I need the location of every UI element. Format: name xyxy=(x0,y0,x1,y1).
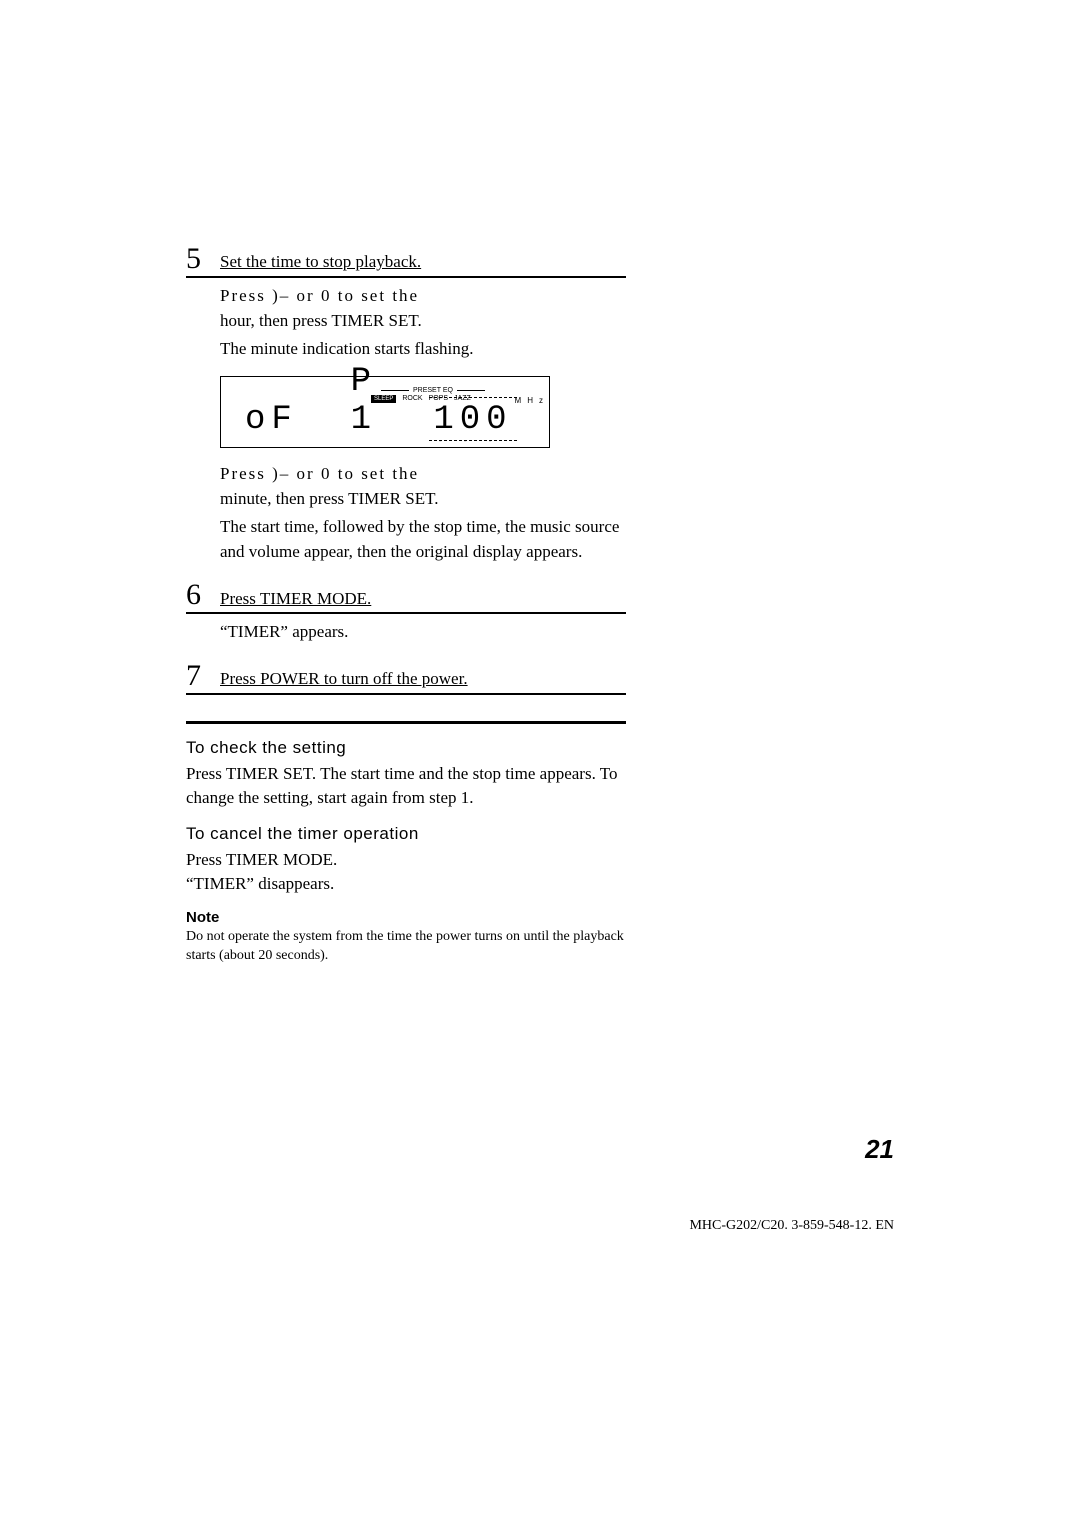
note-section: Note Do not operate the system from the … xyxy=(186,909,626,966)
step-5-body: Press )– or 0 to set the hour, then pres… xyxy=(186,284,626,362)
note-body: Do not operate the system from the time … xyxy=(186,928,626,966)
cancel-section: To cancel the timer operation Press TIME… xyxy=(186,824,626,896)
seg-ticks: - - - xyxy=(439,436,501,445)
cancel-body1: Press TIMER MODE. xyxy=(186,850,337,869)
step-5: 5 Set the time to stop playback. Press )… xyxy=(186,244,626,564)
section-divider xyxy=(186,721,626,724)
footer-text: MHC-G202/C20. 3-859-548-12. EN xyxy=(689,1218,894,1234)
content-column: 5 Set the time to stop playback. Press )… xyxy=(186,244,626,966)
lcd-display: PRESET EQ SLEEP ROCK POPS JAZZ oF P 1 10… xyxy=(220,376,550,448)
step-6-title: Press TIMER MODE. xyxy=(216,587,626,611)
seg-mid: P 1 xyxy=(351,363,407,439)
cancel-body2: “TIMER” disappears. xyxy=(186,874,334,893)
seg-right: 100 xyxy=(433,401,512,439)
step-7: 7 Press POWER to turn off the power. xyxy=(186,661,626,695)
step-5-line3a: Press )– or 0 to set the xyxy=(220,464,419,483)
step-5-body2: Press )– or 0 to set the minute, then pr… xyxy=(186,462,626,565)
seg-mhz: MHz xyxy=(515,396,549,405)
seg-left: oF xyxy=(245,401,298,439)
step-5-line1b: hour, then press TIMER SET. xyxy=(220,311,422,330)
step-6-number: 6 xyxy=(186,580,216,610)
step-5-line4: The start time, followed by the stop tim… xyxy=(220,515,626,564)
step-6: 6 Press TIMER MODE. “TIMER” appears. xyxy=(186,580,626,645)
page: 5 Set the time to stop playback. Press )… xyxy=(0,0,1080,1528)
step-5-line2: The minute indication starts flashing. xyxy=(220,337,626,362)
page-number: 21 xyxy=(865,1134,894,1165)
cancel-body: Press TIMER MODE. “TIMER” disappears. xyxy=(186,848,626,896)
step-5-head: 5 Set the time to stop playback. xyxy=(186,244,626,278)
cancel-heading: To cancel the timer operation xyxy=(186,824,626,844)
check-body: Press TIMER SET. The start time and the … xyxy=(186,762,626,810)
step-5-number: 5 xyxy=(186,244,216,274)
step-5-title: Set the time to stop playback. xyxy=(216,250,626,274)
step-7-title: Press POWER to turn off the power. xyxy=(216,667,626,691)
step-6-head: 6 Press TIMER MODE. xyxy=(186,580,626,614)
step-5-line3b: minute, then press TIMER SET. xyxy=(220,489,438,508)
step-5-line1a: Press )– or 0 to set the xyxy=(220,286,419,305)
step-7-head: 7 Press POWER to turn off the power. xyxy=(186,661,626,695)
check-heading: To check the setting xyxy=(186,738,626,758)
step-6-line1: “TIMER” appears. xyxy=(220,620,626,645)
step-7-number: 7 xyxy=(186,661,216,691)
check-section: To check the setting Press TIMER SET. Th… xyxy=(186,738,626,810)
step-6-body: “TIMER” appears. xyxy=(186,620,626,645)
segment-readout: oF P 1 100 MHz xyxy=(245,363,549,439)
note-heading: Note xyxy=(186,909,626,926)
